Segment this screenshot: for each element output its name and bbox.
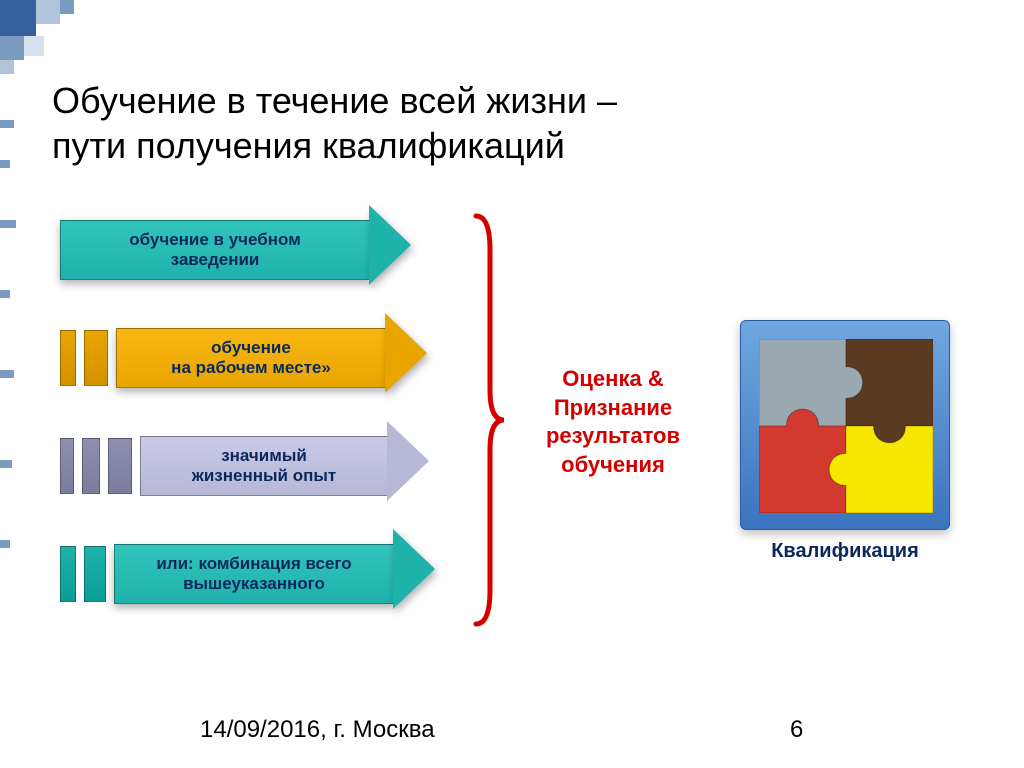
puzzle-icon [759, 339, 933, 513]
arrow-label: обучение в учебномзаведении [60, 220, 370, 280]
footer-date: 14/09/2016, г. Москва [200, 716, 435, 744]
side-decoration [0, 120, 20, 560]
arrow-row: обучениена рабочем месте» [60, 318, 460, 398]
footer-page-number: 6 [790, 716, 803, 744]
arrow-row: обучение в учебномзаведении [60, 210, 460, 290]
arrow-label: обучениена рабочем месте» [116, 328, 386, 388]
corner-decoration [0, 0, 120, 80]
arrows-column: обучение в учебномзаведении обучениена ра… [60, 210, 460, 642]
curly-brace [468, 210, 508, 640]
arrow-row: или: комбинация всеговышеуказанного [60, 534, 460, 614]
puzzle-caption: Квалификация [740, 540, 950, 563]
title-line1: Обучение в течение всей жизни – [52, 80, 617, 121]
title-line2: пути получения квалификаций [52, 125, 565, 166]
arrow-row: значимыйжизненный опыт [60, 426, 460, 506]
arrow-label: или: комбинация всеговышеуказанного [114, 544, 394, 604]
slide-title: Обучение в течение всей жизни – пути пол… [52, 78, 617, 168]
puzzle-box [740, 320, 950, 530]
arrow-label: значимыйжизненный опыт [140, 436, 388, 496]
center-text: Оценка & Признание результатов обучения [508, 365, 718, 479]
